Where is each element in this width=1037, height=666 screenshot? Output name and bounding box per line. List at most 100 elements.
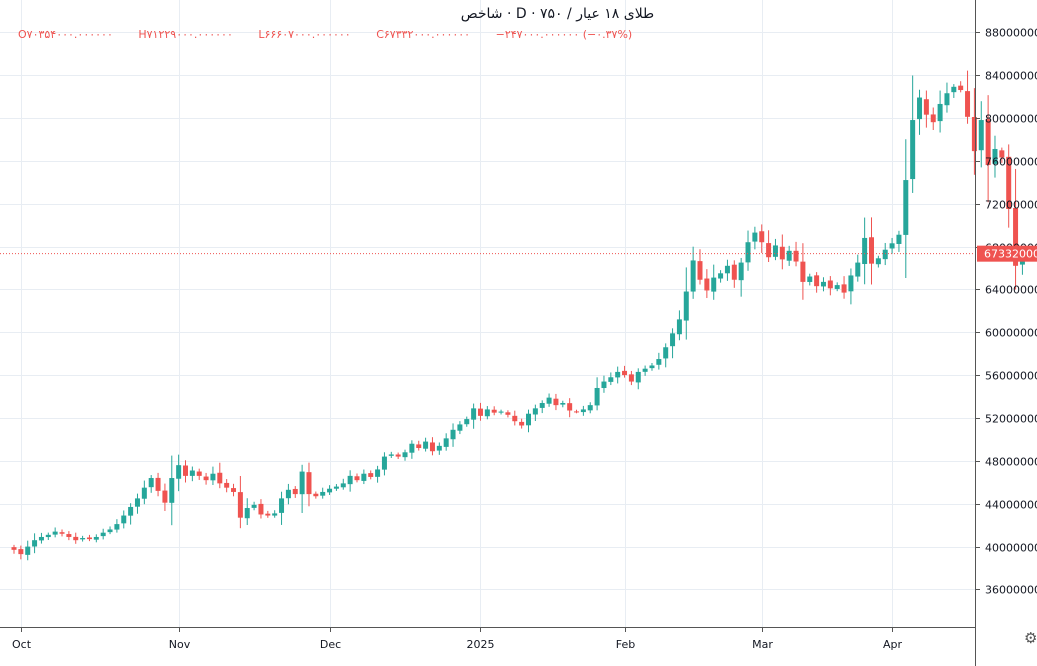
candle [697, 249, 703, 285]
y-tick-label: 72000000 [985, 199, 1037, 212]
candle [333, 484, 339, 491]
candle [162, 483, 168, 511]
y-tick-label: 56000000 [985, 370, 1037, 383]
last-price-text: 67332000 [984, 248, 1037, 261]
time-axis[interactable]: Oct Nov Dec 2025 Feb Mar Apr [12, 627, 903, 651]
candle [327, 485, 333, 495]
candle [93, 534, 99, 543]
candle [52, 527, 58, 538]
candle [1006, 144, 1012, 228]
candle [526, 409, 531, 433]
y-tick-label: 76000000 [985, 156, 1037, 169]
candle [409, 440, 415, 459]
candle [978, 101, 984, 168]
candle [628, 370, 634, 386]
candle [457, 421, 463, 435]
candle [649, 362, 655, 371]
candle [361, 469, 367, 485]
candle [820, 277, 826, 292]
candle [917, 89, 923, 135]
candle [903, 139, 909, 279]
candle [306, 462, 312, 507]
candle [663, 343, 669, 368]
y-tick-label: 52000000 [985, 413, 1037, 426]
candle [244, 498, 250, 526]
candle [759, 224, 765, 253]
candle [272, 510, 278, 518]
candle [656, 352, 662, 370]
candle [841, 276, 847, 299]
grid-lines [0, 0, 975, 627]
candle [471, 403, 477, 429]
x-tick-label: Feb [616, 638, 635, 651]
price-axis[interactable]: 36000000 40000000 44000000 48000000 52000000… [975, 27, 1037, 597]
candle [251, 501, 257, 511]
change-value: −۲۴۷۰۰۰.۰۰۰۰۰۰ (−۰.۳۷%) [495, 28, 633, 41]
candle [45, 532, 51, 540]
candle [265, 510, 271, 518]
candle [869, 217, 874, 285]
candle [958, 81, 964, 93]
candle [930, 107, 936, 130]
candle [690, 246, 696, 299]
candle [505, 410, 511, 418]
candle [512, 410, 518, 426]
candle [189, 466, 195, 482]
candle [642, 365, 648, 376]
candle [388, 451, 394, 458]
candle [375, 465, 381, 483]
candle [395, 452, 401, 459]
candle [601, 375, 607, 393]
candle [622, 365, 628, 378]
candle [354, 473, 360, 483]
gear-icon[interactable]: ⚙ [1024, 629, 1037, 647]
candle [814, 272, 820, 293]
candle [553, 393, 559, 411]
candle [772, 238, 778, 261]
symbol-title[interactable]: طلای ۱۸ عیار / ۷۵۰ · D · شاخص [460, 6, 655, 22]
candle [320, 487, 326, 499]
x-tick-label: Dec [320, 638, 341, 651]
candle [635, 368, 641, 390]
candle [786, 245, 792, 266]
candle [11, 544, 17, 554]
candle [436, 442, 442, 455]
candle [594, 377, 600, 411]
candle [999, 147, 1005, 163]
last-price-label: 67332000 [977, 245, 1037, 262]
candle [121, 510, 127, 529]
candle [38, 532, 44, 544]
candle [18, 545, 24, 560]
candle [231, 483, 237, 497]
candle [862, 217, 868, 285]
candle [560, 400, 566, 408]
candle [670, 328, 676, 359]
candle [402, 449, 408, 461]
candle [32, 533, 38, 554]
candle [889, 237, 895, 254]
candle [587, 402, 593, 414]
candle [429, 437, 435, 456]
candle [731, 260, 737, 288]
candle [258, 499, 264, 519]
candle [985, 95, 991, 203]
candle [704, 269, 710, 299]
candle [450, 423, 456, 447]
candle [169, 455, 175, 526]
candle [368, 470, 374, 480]
candle [608, 372, 614, 386]
candle [951, 84, 957, 98]
candle [155, 472, 161, 497]
candle [141, 480, 147, 505]
close-value: C۶۷۳۳۲۰۰۰.۰۰۰۰۰۰ [376, 28, 471, 41]
candle [965, 70, 971, 124]
candle [766, 230, 772, 263]
candle [971, 88, 977, 175]
candle [676, 310, 682, 341]
candle [711, 264, 717, 300]
candle [567, 398, 573, 418]
y-tick-label: 64000000 [985, 284, 1037, 297]
candle [539, 400, 545, 414]
candle [683, 267, 689, 340]
